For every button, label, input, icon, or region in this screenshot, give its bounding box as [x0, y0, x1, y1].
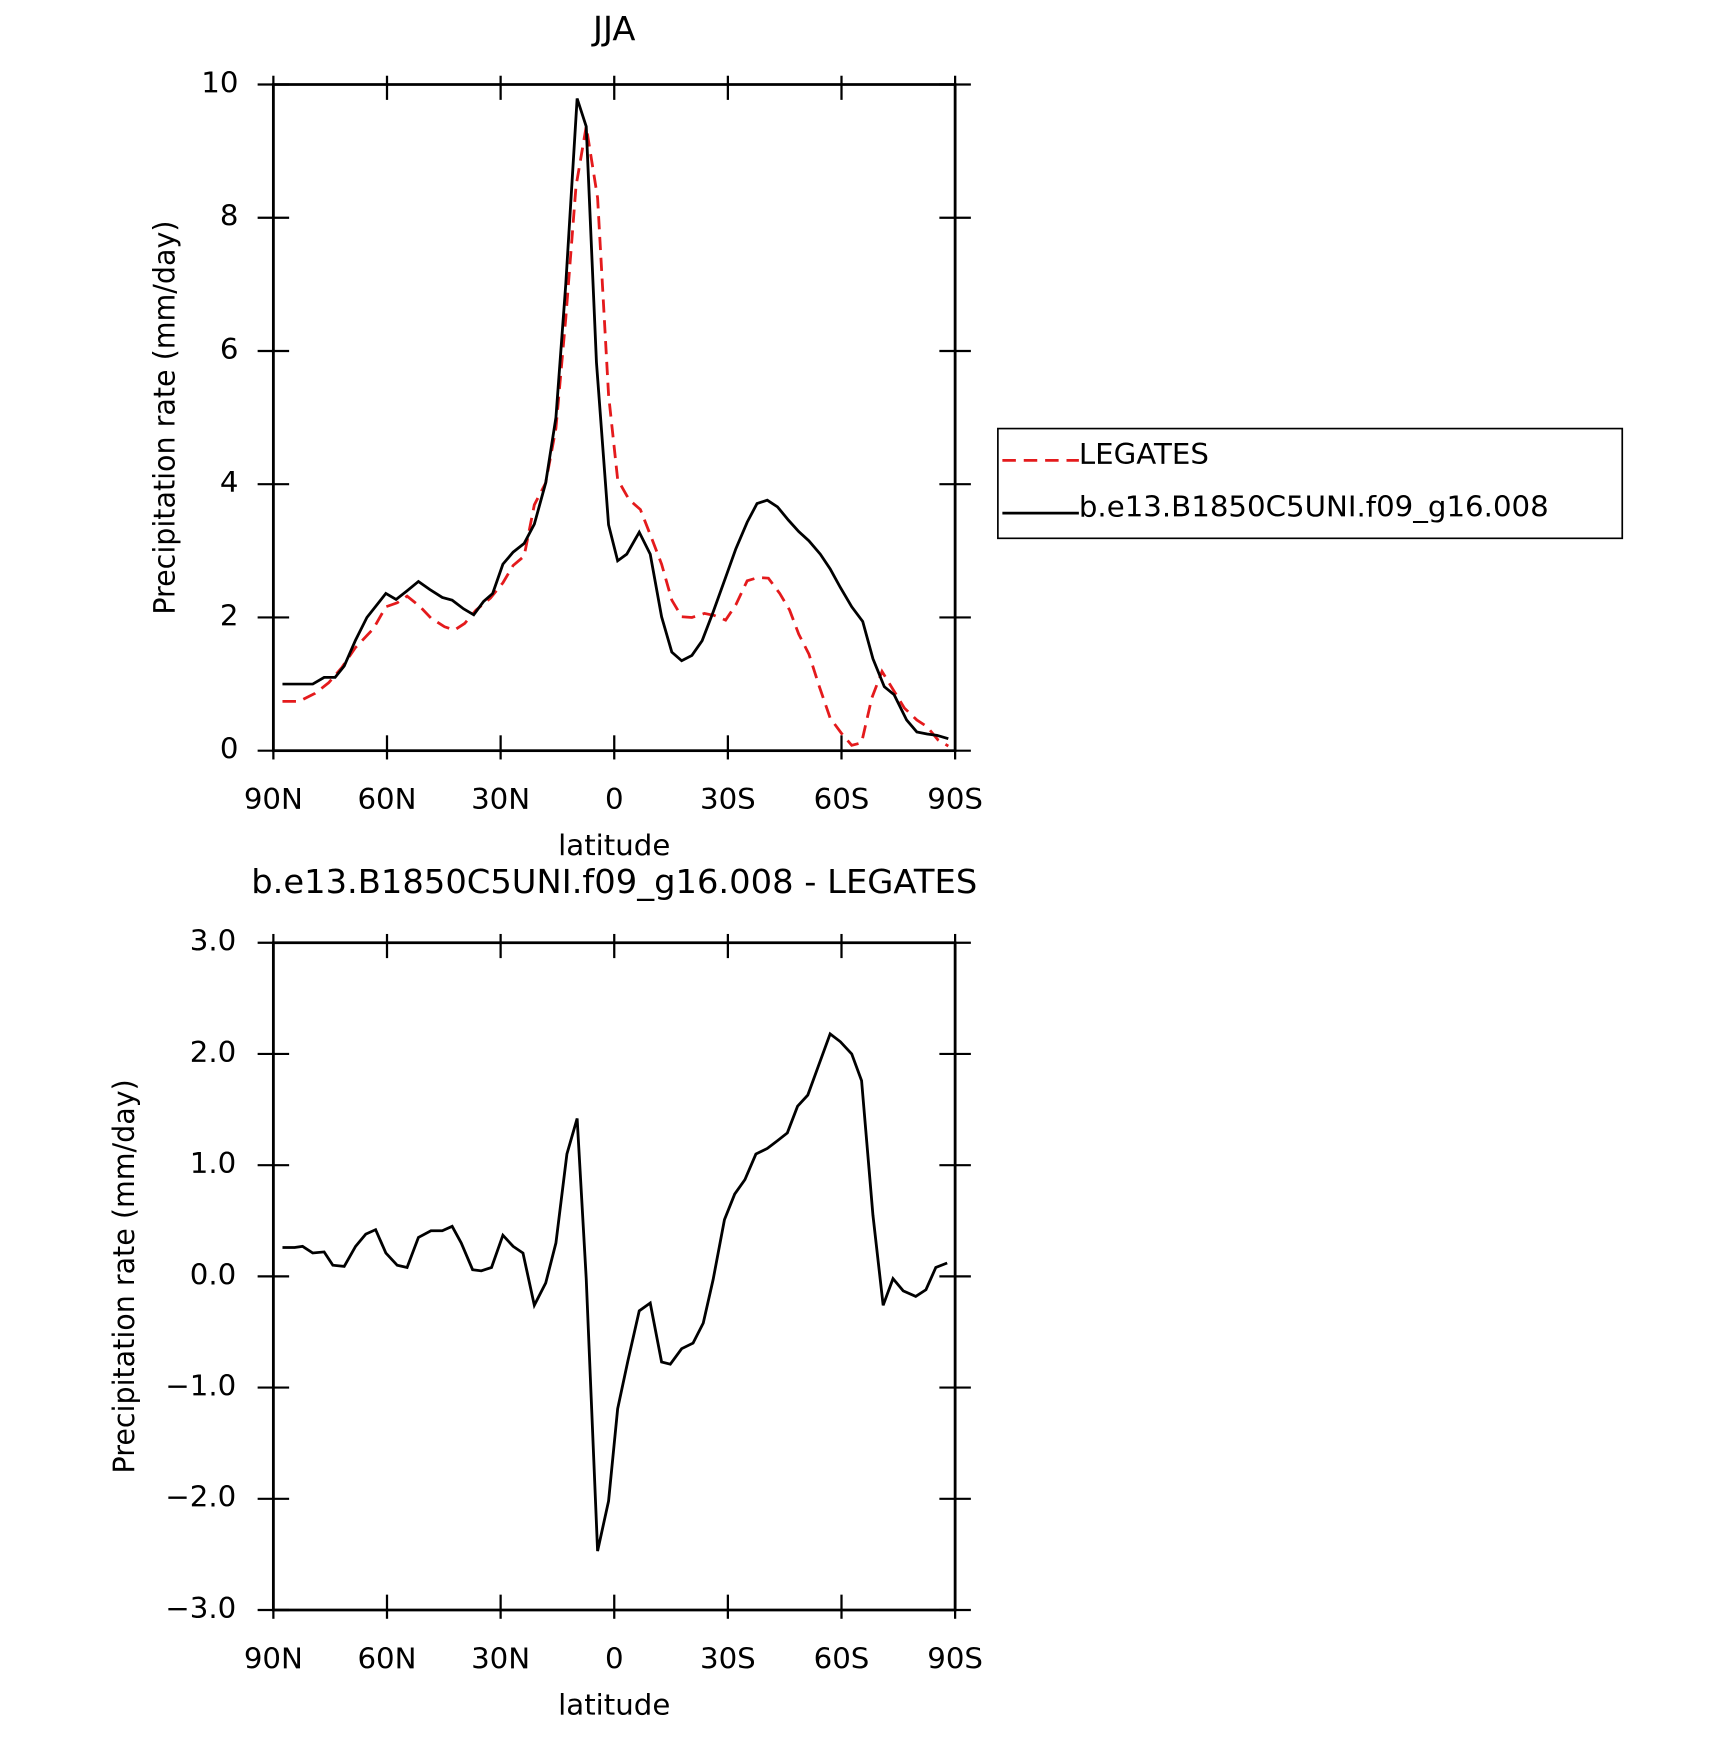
data-line	[282, 1031, 948, 1552]
x-tick-label: 60N	[357, 1642, 416, 1676]
y-tick-label: 1.0	[190, 1146, 236, 1180]
y-tick-label: −2.0	[165, 1480, 236, 1514]
plot-frame	[271, 941, 957, 1612]
x-tick-label: 60S	[814, 1642, 870, 1676]
data-line	[282, 126, 950, 748]
x-tick-label: 0	[605, 1642, 624, 1676]
x-axis-label: latitude	[558, 828, 670, 862]
legend-label: LEGATES	[1079, 437, 1209, 471]
data-line	[282, 98, 949, 741]
x-tick-label: 90N	[244, 782, 303, 816]
x-tick-label: 60N	[357, 782, 416, 816]
chart-title: JJA	[591, 9, 636, 48]
y-axis-label: Precipitation rate (mm/day)	[107, 1079, 141, 1473]
y-tick-label: 0.0	[190, 1258, 236, 1292]
y-tick-label: 3.0	[190, 924, 236, 958]
y-tick-label: 2	[220, 599, 239, 633]
y-tick-label: −3.0	[165, 1591, 236, 1625]
x-tick-label: 30N	[471, 782, 530, 816]
x-tick-label: 90N	[244, 1642, 303, 1676]
y-axis-label: Precipitation rate (mm/day)	[147, 221, 181, 615]
x-axis-label: latitude	[558, 1688, 670, 1722]
x-tick-label: 90S	[927, 782, 983, 816]
legend-box	[997, 427, 1624, 540]
plot-frame	[271, 83, 957, 753]
y-tick-label: 10	[201, 66, 238, 100]
x-tick-label: 60S	[814, 782, 870, 816]
legend-label: b.e13.B1850C5UNI.f09_g16.008	[1079, 490, 1549, 524]
y-tick-label: −1.0	[165, 1369, 236, 1403]
y-tick-label: 4	[220, 465, 239, 499]
y-tick-label: 2.0	[190, 1035, 236, 1069]
y-tick-label: 6	[220, 332, 239, 366]
x-tick-label: 30S	[700, 782, 756, 816]
x-tick-label: 0	[605, 782, 624, 816]
x-tick-label: 30S	[700, 1642, 756, 1676]
y-tick-label: 8	[220, 199, 239, 233]
chart-title: b.e13.B1850C5UNI.f09_g16.008 - LEGATES	[251, 862, 977, 901]
x-tick-label: 30N	[471, 1642, 530, 1676]
x-tick-label: 90S	[927, 1642, 983, 1676]
y-tick-label: 0	[220, 732, 239, 766]
